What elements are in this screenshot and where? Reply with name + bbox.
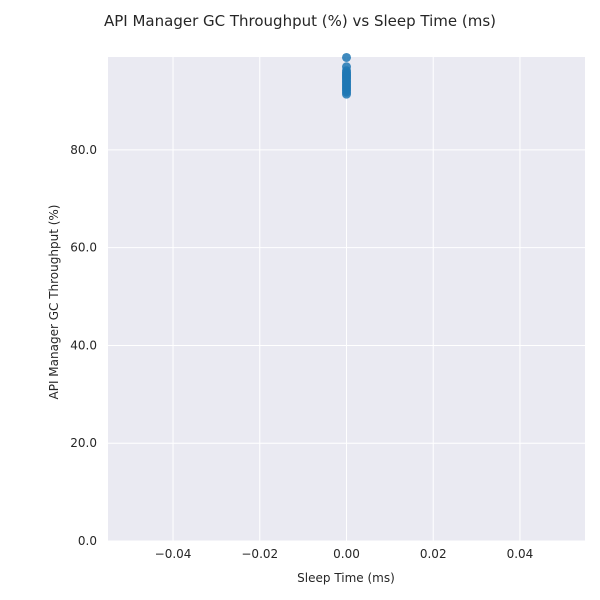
- x-tick-label: −0.04: [155, 547, 192, 561]
- x-axis-label: Sleep Time (ms): [297, 571, 395, 585]
- x-tick-label: 0.04: [507, 547, 534, 561]
- x-tick-label: −0.02: [241, 547, 278, 561]
- y-tick-label: 0.0: [78, 534, 97, 548]
- data-point: [342, 89, 351, 99]
- x-tick-label: 0.00: [333, 547, 360, 561]
- x-tick-labels: −0.04 −0.02 0.00 0.02 0.04: [155, 547, 534, 561]
- y-tick-label: 40.0: [70, 338, 97, 352]
- data-point: [342, 52, 351, 62]
- y-tick-label: 80.0: [70, 143, 97, 157]
- y-tick-labels: 0.0 20.0 40.0 60.0 80.0: [70, 143, 97, 548]
- grid-layer: [108, 57, 585, 542]
- x-tick-label: 0.02: [420, 547, 447, 561]
- y-tick-label: 60.0: [70, 241, 97, 255]
- data-points: [342, 52, 351, 99]
- y-tick-label: 20.0: [70, 436, 97, 450]
- chart-title: API Manager GC Throughput (%) vs Sleep T…: [104, 12, 496, 30]
- y-axis-label: API Manager GC Throughput (%): [47, 205, 61, 400]
